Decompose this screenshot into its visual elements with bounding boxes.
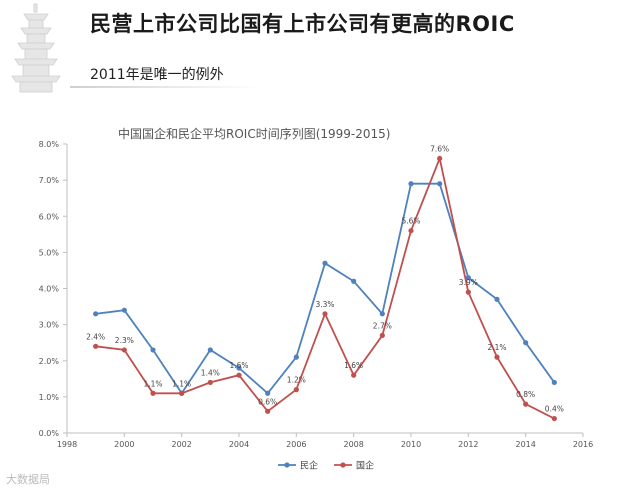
x-tick-label: 2008 — [343, 440, 363, 449]
x-tick-label: 2000 — [114, 440, 134, 449]
chart-legend: 民企 国企 — [278, 460, 374, 472]
data-label: 2.4% — [86, 332, 105, 341]
series-1-point — [207, 347, 213, 353]
slide-subtitle: 2011年是唯一的例外 — [90, 67, 224, 83]
chart-axes: 0.0% 1.0% 2.0% 3.0% 4.0% 5.0% 6.0% 7.0% 8.0% 1998… — [39, 140, 594, 449]
x-tick-label: 2006 — [286, 440, 306, 449]
series-1-point — [93, 311, 99, 317]
y-tick-label: 5.0% — [39, 248, 60, 257]
data-label: 2.3% — [115, 336, 134, 345]
series-1-point — [236, 365, 242, 371]
series-2-point — [494, 354, 500, 360]
data-label: 1.6% — [344, 361, 363, 370]
series-1-point — [293, 354, 299, 360]
data-label: 1.6% — [229, 361, 248, 370]
series-2-point — [293, 387, 299, 393]
data-label: 1.1% — [143, 379, 162, 388]
x-tick-label: 1998 — [57, 440, 77, 449]
data-label: 0.8% — [516, 390, 535, 399]
data-label: 7.6% — [430, 144, 449, 153]
x-tick-label: 2004 — [229, 440, 249, 449]
y-tick-label: 0.0% — [39, 429, 60, 438]
roic-line-chart: 0.0% 1.0% 2.0% 3.0% 4.0% 5.0% 6.0% 7.0% 8.0% 1998… — [39, 140, 594, 472]
series-1-point — [351, 278, 357, 284]
x-tick-label: 2010 — [401, 440, 421, 449]
watermark: 大数据局 — [6, 473, 50, 486]
y-tick-label: 4.0% — [39, 285, 60, 294]
series-2-point — [351, 372, 357, 378]
series-2-point — [207, 379, 213, 386]
data-label: 2.1% — [487, 343, 506, 352]
slide-title: 民营上市公司比国有上市公司有更高的ROIC — [90, 12, 515, 36]
series-2-point — [437, 155, 443, 162]
legend-marker-1 — [284, 462, 290, 468]
data-label: 1.1% — [172, 379, 191, 388]
y-tick-label: 1.0% — [39, 393, 60, 402]
series-2-point — [408, 228, 414, 234]
series-1-point — [121, 307, 127, 313]
data-label: 3.3% — [315, 300, 334, 309]
legend-label-2: 国企 — [356, 460, 374, 472]
series-1-point — [150, 347, 156, 353]
data-label: 1.4% — [201, 368, 220, 377]
data-label: 1.2% — [287, 376, 306, 385]
divider — [70, 86, 260, 88]
y-tick-label: 6.0% — [39, 212, 60, 221]
series-1-point — [379, 311, 385, 317]
series-2-point — [523, 401, 529, 407]
series-1-point — [408, 181, 414, 187]
y-tick-label: 3.0% — [39, 321, 60, 330]
chart-title: 中国国企和民企平均ROIC时间序列图(1999-2015) — [118, 127, 391, 141]
series-1-point — [551, 379, 557, 386]
data-label: 0.6% — [258, 397, 277, 406]
series-1-point — [322, 260, 328, 266]
series-2-point — [236, 372, 242, 378]
series-2-point — [322, 311, 328, 317]
series-2-point — [465, 289, 471, 295]
series-1-point — [465, 275, 471, 281]
series-2-point — [150, 390, 156, 396]
data-label: 5.6% — [401, 217, 420, 226]
series-1-point — [437, 181, 443, 187]
series-1-point — [265, 390, 271, 396]
x-tick-label: 2014 — [515, 440, 535, 449]
series-2-point — [551, 415, 557, 422]
y-tick-label: 7.0% — [39, 176, 60, 185]
y-tick-label: 2.0% — [39, 357, 60, 366]
data-label: 2.7% — [373, 321, 392, 330]
x-tick-label: 2016 — [573, 440, 593, 449]
y-tick-label: 8.0% — [39, 140, 60, 149]
data-label: 3.9% — [459, 278, 478, 287]
pagoda-icon — [11, 3, 61, 93]
series-2-point — [121, 347, 127, 353]
data-label: 0.4% — [545, 405, 564, 414]
chart-series: 2.4% 2.3% 1.1% 1.1% 1.4% 1.6% 0.6% 1.2% 3.3% 1.6%… — [86, 144, 564, 422]
series-1-point — [494, 296, 500, 302]
series-line-1 — [95, 182, 556, 395]
series-2-point — [179, 390, 185, 396]
x-tick-label: 2002 — [171, 440, 191, 449]
series-line-2 — [95, 155, 555, 420]
series-1-point — [523, 340, 529, 346]
legend-label-1: 民企 — [300, 460, 318, 472]
legend-marker-2 — [340, 462, 346, 468]
series-2-point — [93, 343, 99, 349]
x-tick-label: 2012 — [458, 440, 478, 449]
series-2-point — [265, 408, 271, 414]
series-2-point — [379, 332, 385, 339]
